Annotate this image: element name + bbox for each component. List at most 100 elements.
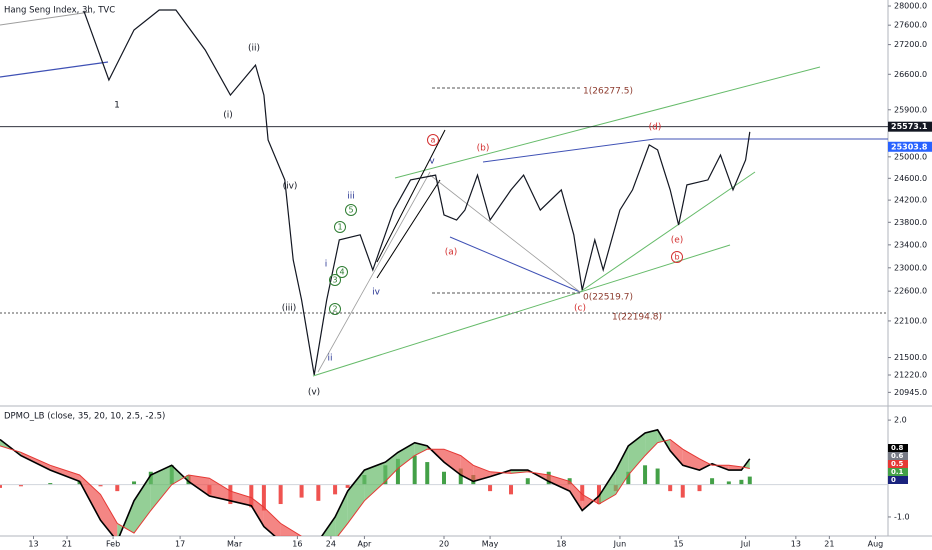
histogram-bar	[0, 484, 2, 488]
price-label: 25573.1	[891, 122, 928, 131]
y-tick-label: 25900.0	[894, 105, 927, 114]
wave-label: (iv)	[283, 182, 298, 192]
annotation-circle	[336, 266, 348, 278]
y-tick-label: 20945.0	[894, 388, 927, 397]
wave-label: 1(26277.5)	[583, 87, 633, 97]
trendline	[0, 61, 109, 78]
y-tick-label: 25000.0	[894, 152, 927, 161]
annotation-circle	[671, 251, 683, 263]
cross-fill	[251, 497, 264, 527]
histogram-bar	[278, 484, 283, 505]
cross-fill	[117, 500, 134, 536]
y-tick-label: 27600.0	[894, 21, 927, 30]
wave-label: (a)	[445, 248, 458, 258]
wave-label: v	[429, 157, 435, 167]
wave-label: iii	[347, 192, 355, 202]
value-label-bg	[888, 468, 908, 476]
y-tick-label: -1.0	[894, 512, 910, 521]
x-tick-label: 17	[175, 540, 185, 549]
x-tick-label: 21	[62, 540, 72, 549]
histogram-bar	[299, 484, 304, 498]
cross-fill	[444, 449, 461, 475]
histogram-bar	[697, 484, 702, 492]
x-tick-label: Mar	[227, 540, 243, 549]
x-tick-label: 16	[292, 540, 302, 549]
wave-label: 2	[332, 305, 337, 314]
cross-fill	[615, 445, 629, 495]
histogram-bar	[458, 468, 463, 485]
value-label-bg	[888, 460, 908, 468]
price-line	[83, 9, 751, 375]
cross-fill	[569, 481, 583, 511]
cross-fill	[397, 442, 415, 469]
cross-fill	[335, 491, 348, 536]
histogram-bar	[345, 484, 350, 488]
indicator-title: DPMO_LB (close, 35, 20, 10, 2.5, -2.5)	[4, 412, 165, 422]
cross-fill	[548, 475, 570, 492]
cross-fill	[347, 470, 365, 524]
y-tick-label: 24200.0	[894, 196, 927, 205]
trendline	[312, 244, 731, 377]
histogram-bar	[316, 484, 321, 501]
annotation-circle	[334, 221, 346, 233]
cross-fill	[364, 462, 386, 501]
y-tick-label: 23400.0	[894, 240, 927, 249]
histogram-bar	[333, 484, 338, 495]
cross-fill	[209, 478, 231, 501]
cross-fill	[699, 458, 713, 471]
wave-label: (c)	[574, 304, 586, 314]
annotation-circle	[329, 274, 341, 286]
annotation-circle	[427, 134, 439, 146]
histogram-bar	[249, 484, 254, 508]
drawings	[0, 11, 888, 377]
price-label-bg	[888, 141, 932, 152]
x-tick-label: Apr	[357, 540, 372, 549]
value-label-bg	[888, 476, 908, 484]
y-tick-label: 21220.0	[894, 371, 927, 380]
wave-label: 3	[332, 276, 337, 285]
trendline	[429, 174, 581, 293]
histogram-bar	[18, 484, 23, 487]
x-tick-label: Feb	[106, 540, 120, 549]
trendline	[0, 11, 91, 26]
channel-line	[376, 129, 446, 263]
x-tick-label: 21	[824, 540, 834, 549]
trendline	[579, 171, 756, 293]
trendline	[394, 66, 821, 179]
cross-fill	[599, 470, 616, 504]
y-tick-label: 27200.0	[894, 40, 927, 49]
wave-label: i	[325, 260, 328, 270]
wave-label: (d)	[649, 123, 662, 133]
wave-label: (e)	[671, 236, 684, 246]
x-tick-label: Jul	[740, 540, 751, 549]
histogram-bar	[747, 476, 752, 485]
y-tick-label: 22600.0	[894, 287, 927, 296]
trendline	[449, 236, 581, 293]
wave-label: ii	[327, 354, 332, 364]
chart-title: Hang Seng Index, 3h, TVC	[4, 6, 115, 16]
value-label: 0.8	[891, 444, 904, 452]
trendline	[482, 138, 656, 163]
wave-label: (i)	[223, 111, 233, 121]
histogram-bar	[48, 483, 53, 485]
cross-fill	[230, 491, 252, 506]
cross-fill	[134, 475, 151, 534]
value-label-bg	[888, 452, 908, 460]
x-tick-label: 20	[439, 540, 449, 549]
histogram-bar	[488, 484, 493, 492]
histogram-bar	[739, 479, 744, 485]
histogram-bar	[412, 455, 417, 485]
y-tick-label: 26600.0	[894, 70, 927, 79]
histogram-bar	[509, 484, 514, 495]
price-label: 25303.8	[891, 142, 928, 151]
wave-label: (iii)	[282, 304, 297, 314]
histogram-bar	[710, 478, 715, 485]
x-tick-label: 15	[673, 540, 683, 549]
histogram-bar	[261, 484, 266, 511]
wave-label: (v)	[308, 388, 320, 398]
value-label-bg	[888, 444, 908, 452]
cross-fill	[682, 449, 700, 471]
price-label-bg	[888, 121, 932, 132]
wave-label: 5	[348, 206, 353, 215]
